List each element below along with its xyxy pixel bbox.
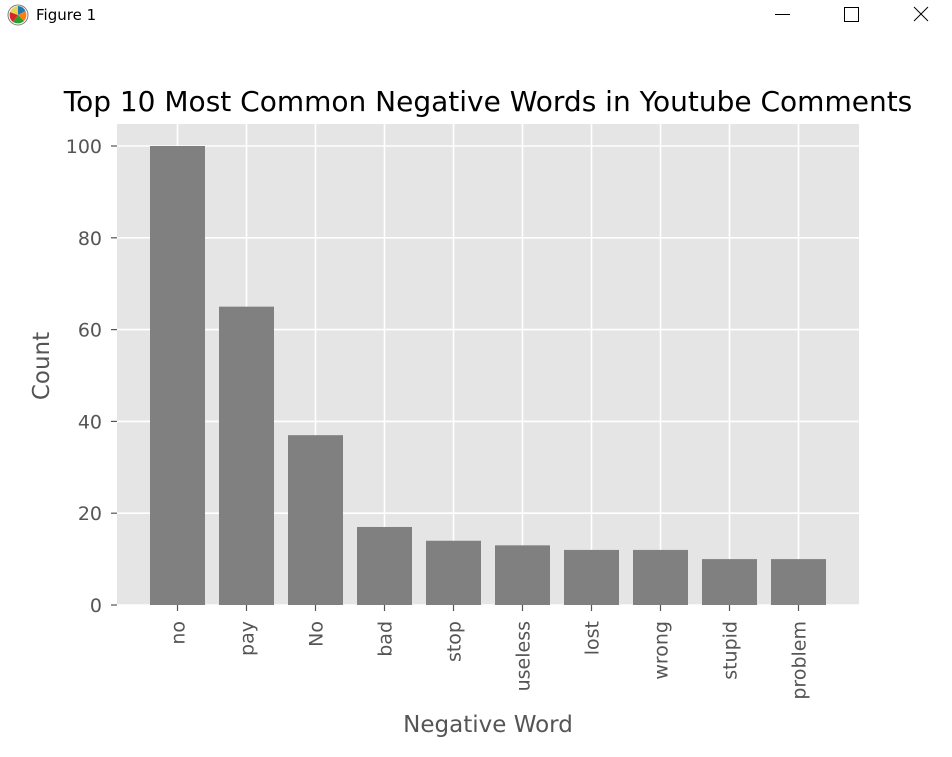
y-axis-ticks: 0 20 40 60 80 100	[66, 136, 117, 617]
y-tick-label: 60	[78, 320, 102, 342]
bar-useless	[495, 545, 550, 605]
bar-bad	[357, 526, 412, 605]
x-tick-label: pay	[237, 621, 259, 656]
minimize-icon	[775, 14, 790, 15]
x-tick-label: lost	[582, 621, 604, 655]
x-tick-label: problem	[789, 621, 811, 700]
maximize-icon	[844, 7, 859, 22]
x-tick-label: no	[168, 621, 190, 645]
bar-lost	[564, 549, 619, 605]
x-tick-label: stupid	[720, 621, 742, 680]
chart-title: Top 10 Most Common Negative Words in You…	[63, 85, 913, 118]
bar-no	[150, 146, 205, 605]
figure-canvas: Top 10 Most Common Negative Words in You…	[0, 32, 952, 757]
x-tick-label: useless	[513, 621, 535, 691]
y-tick-label: 0	[90, 595, 102, 617]
y-tick-label: 80	[78, 228, 102, 250]
y-tick-label: 100	[66, 136, 102, 158]
x-tick-label: wrong	[651, 621, 673, 680]
bar-wrong	[633, 549, 688, 605]
maximize-button[interactable]	[828, 0, 874, 30]
bar-stupid	[702, 559, 757, 605]
close-button[interactable]	[898, 0, 944, 30]
y-axis-label: Count	[29, 332, 55, 400]
x-axis-ticks: no pay No bad stop useless lost wrong stupid prob…	[168, 605, 811, 700]
bars	[150, 146, 826, 605]
x-tick-label: No	[306, 621, 328, 647]
x-tick-label: stop	[444, 621, 466, 662]
close-icon	[913, 6, 929, 22]
y-tick-label: 40	[78, 411, 102, 433]
bar-problem	[771, 559, 826, 605]
x-axis-label: Negative Word	[403, 712, 573, 738]
x-tick-label: bad	[375, 621, 397, 657]
bar-chart: Top 10 Most Common Negative Words in You…	[29, 85, 913, 738]
title-bar: Figure 1	[0, 0, 952, 32]
minimize-button[interactable]	[760, 0, 806, 30]
window-title: Figure 1	[36, 6, 97, 24]
y-tick-label: 20	[78, 503, 102, 525]
bar-No	[288, 435, 343, 605]
matplotlib-app-icon	[7, 4, 29, 26]
bar-pay	[219, 306, 274, 605]
bar-stop	[426, 540, 481, 605]
